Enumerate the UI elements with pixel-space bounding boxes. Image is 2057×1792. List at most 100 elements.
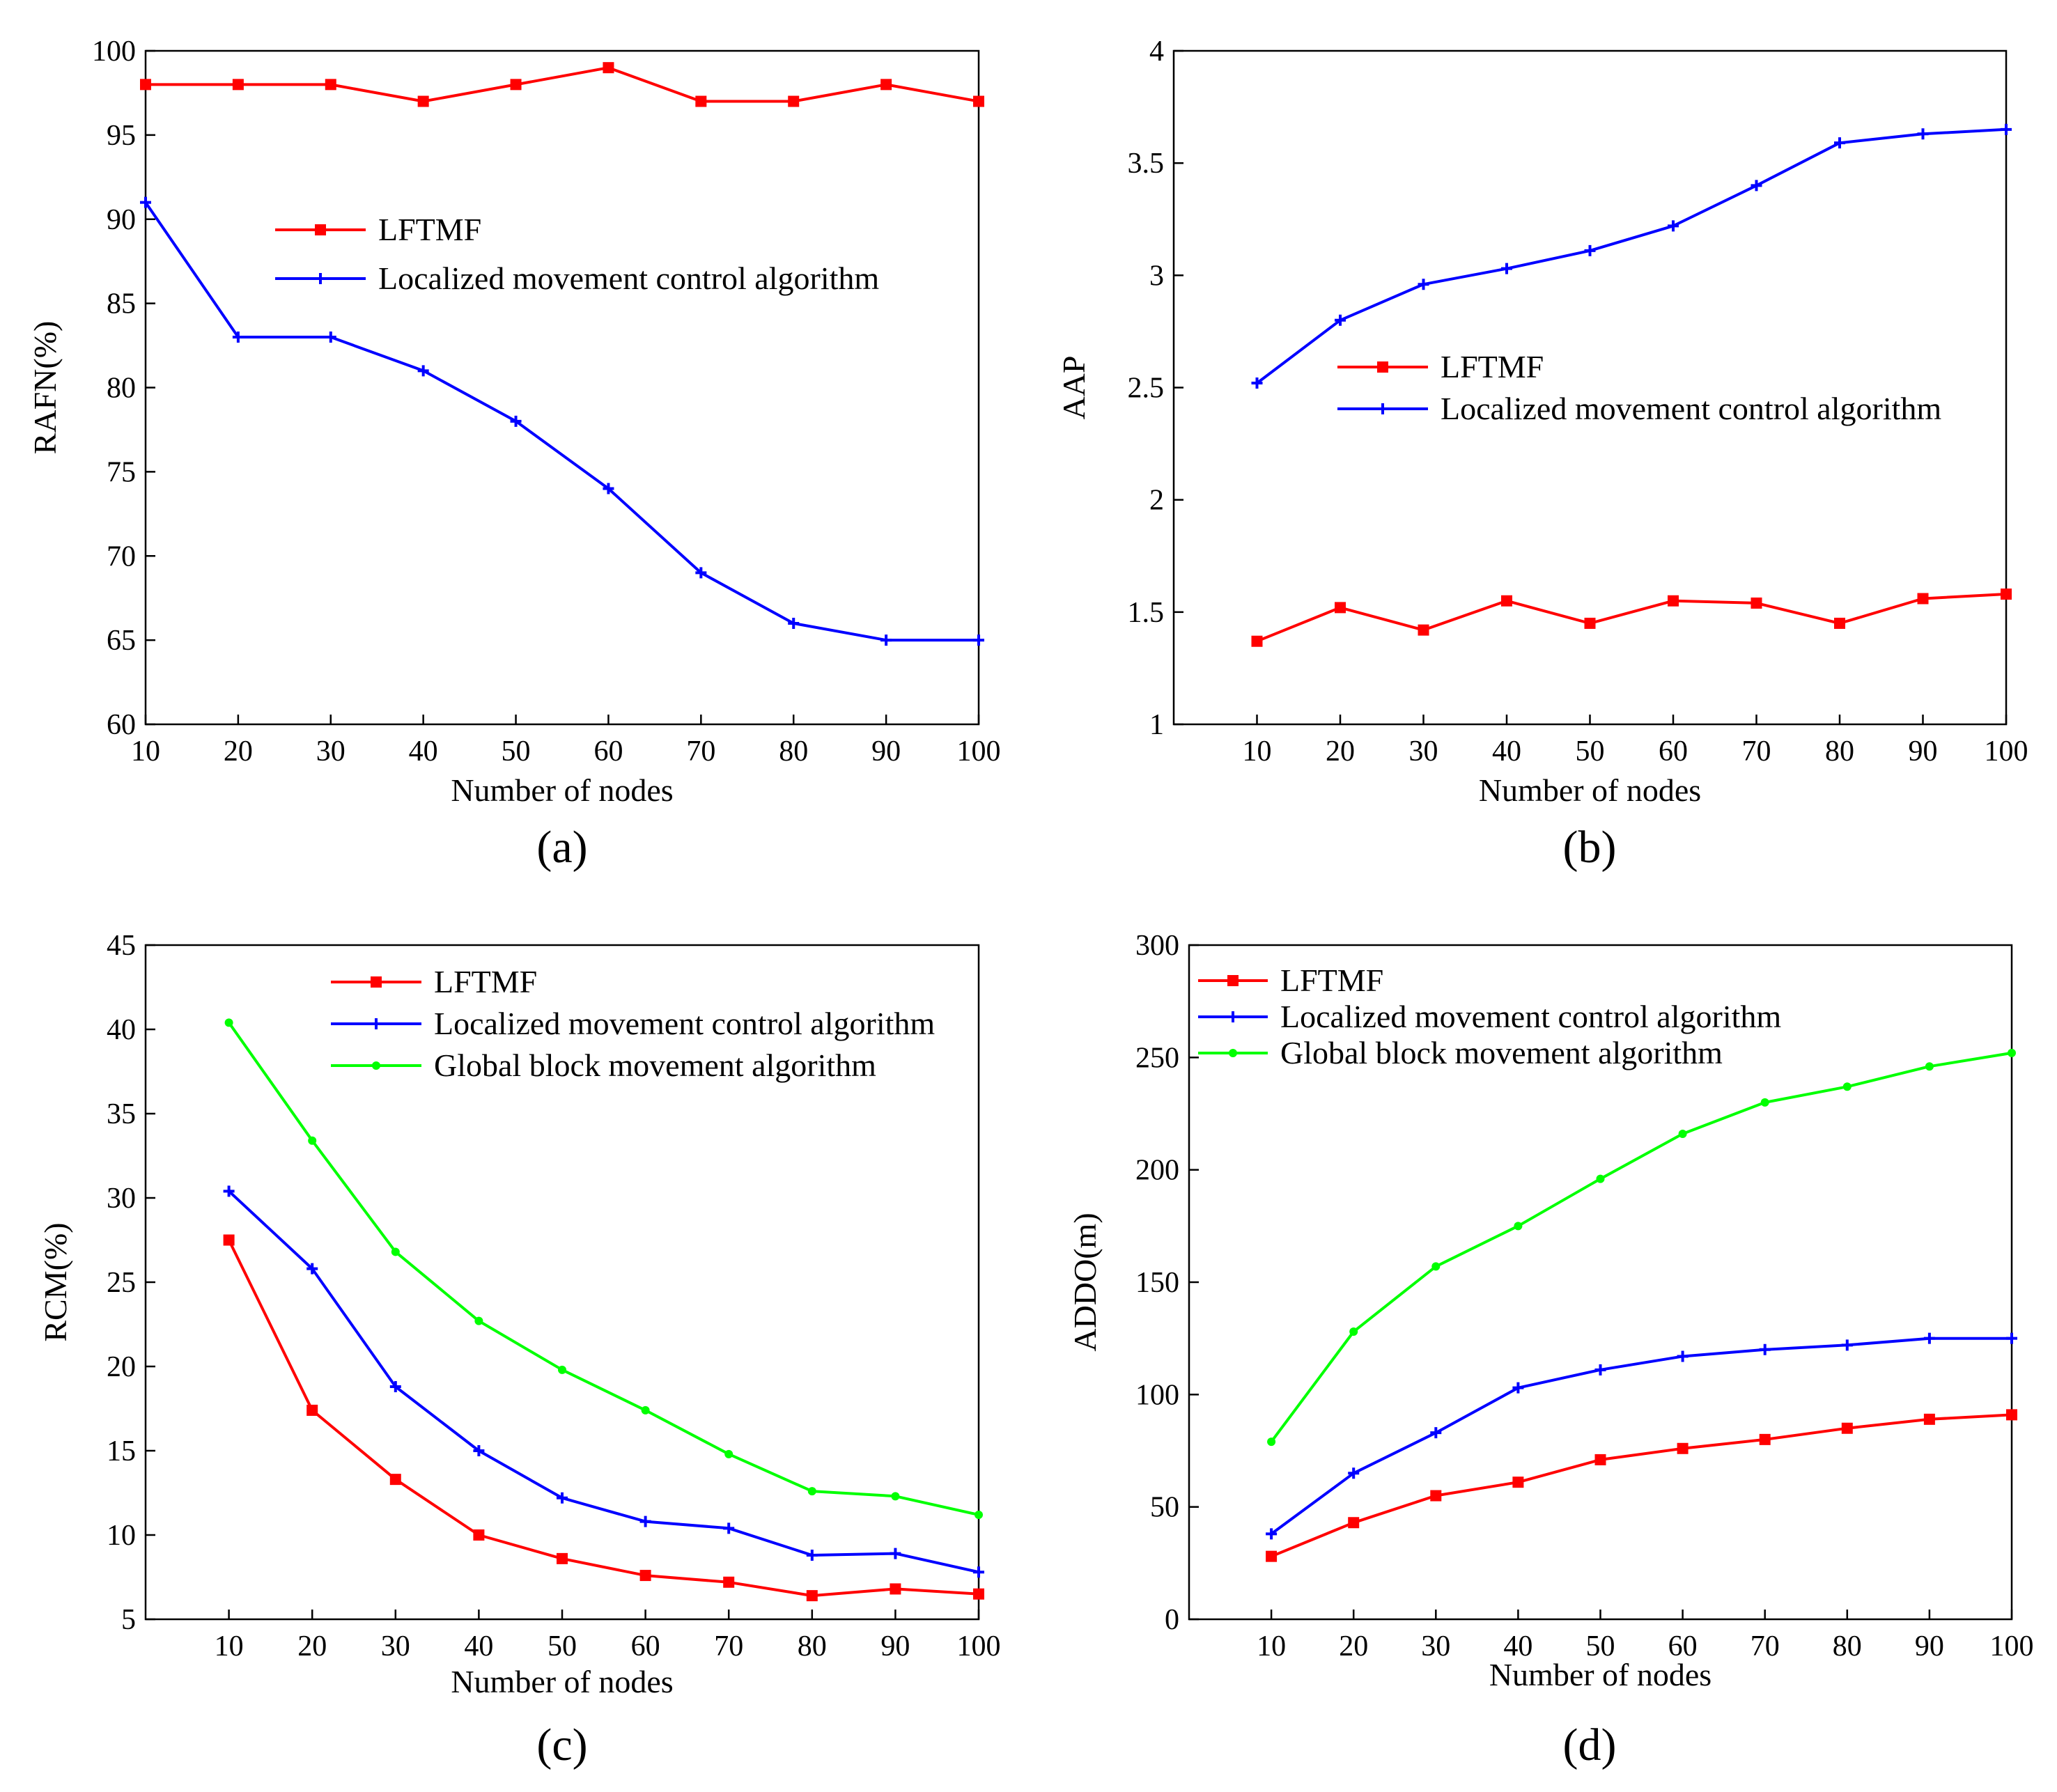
data-point [1925,1062,1934,1071]
data-point [723,1576,735,1588]
data-point [1917,128,1929,140]
x-tick-label: 30 [381,1630,410,1662]
legend-b: LFTMF Localized movement control algorith… [1337,349,1941,426]
data-point [880,634,892,646]
x-axis-title: Number of nodes [451,772,673,808]
series-line [1256,593,2007,643]
data-point [724,1449,733,1458]
x-tick-label: 90 [871,735,901,768]
legend-label: LFTMF [1280,963,1383,998]
data-point [1668,220,1679,232]
data-point [973,1566,984,1578]
x-tick-label: 100 [1990,1630,2034,1662]
chart-panel-b: 10 20 30 40 50 60 70 80 90 100 1 1.5 2 2.5 3 3.5 4 Number… [1056,36,2028,873]
x-tick-label: 70 [1742,735,1771,768]
data-point [806,1550,818,1561]
y-tick-label: 45 [107,930,136,962]
y-tick-label: 200 [1135,1155,1179,1187]
data-point [890,1583,901,1595]
x-tick-label: 30 [1421,1630,1450,1662]
y-tick-label: 60 [107,709,136,741]
x-tick-label: 20 [297,1630,327,1662]
series-d-2 [1267,1048,2016,1447]
data-point [325,331,336,343]
y-tick-label: 70 [107,540,136,572]
data-point [891,1492,900,1501]
x-tick-label: 60 [1659,735,1688,768]
data-point [308,1136,317,1145]
data-point [1677,1350,1689,1362]
series-c-1 [223,1185,984,1578]
data-point [1584,617,1596,629]
legend-marker [372,1061,380,1070]
data-point [2001,123,2012,135]
legend-label: Global block movement algorithm [434,1047,876,1083]
data-point [890,1548,901,1559]
data-point [973,1588,984,1600]
data-point [1841,1339,1853,1351]
data-point [1512,1477,1524,1488]
y-tick-label: 85 [107,288,136,320]
x-tick-label: 70 [1751,1630,1780,1662]
y-axis-title: RCM(%) [38,1222,73,1341]
y-tick-label: 20 [107,1351,136,1383]
data-point [1418,624,1429,636]
legend-label: LFTMF [378,212,481,247]
x-tick-label: 90 [1915,1630,1944,1662]
y-tick-label: 1.5 [1128,597,1165,629]
x-tick-label: 10 [215,1630,244,1662]
data-point [1514,1222,1523,1231]
data-point [1418,279,1429,290]
data-point [306,1263,318,1275]
y-tick-label: 25 [107,1267,136,1299]
series-d-1 [1266,1332,2017,1540]
y-tick-label: 3 [1149,260,1164,292]
data-point [223,1185,235,1197]
x-tick-label: 100 [1985,735,2028,768]
y-tick-label: 10 [107,1520,136,1552]
data-point [695,95,707,107]
series-c-2 [224,1018,983,1519]
y-tick-label: 1 [1149,709,1164,741]
data-point [1348,1467,1360,1479]
series-line [144,201,979,642]
series-a-0 [140,62,984,107]
y-tick-label: 30 [107,1183,136,1215]
y-tick-label: 100 [92,36,136,68]
legend-a: LFTMF Localized movement control algorith… [275,212,879,296]
data-point [1594,1364,1606,1376]
data-point [2008,1048,2016,1057]
legend-label: Localized movement control algorithm [378,260,879,296]
data-point [1267,1438,1276,1447]
legend-marker [371,1018,382,1029]
data-point [1266,1550,1278,1562]
y-tick-label: 5 [121,1604,136,1636]
data-point [806,1590,818,1602]
data-point [557,1492,568,1504]
legend-label: LFTMF [434,964,537,999]
series-line [1271,1413,2012,1558]
legend-label: LFTMF [1441,349,1544,384]
legend-marker [371,976,382,988]
data-point [557,1552,568,1564]
panel-label: (d) [1563,1720,1617,1770]
x-tick-label: 10 [1243,735,1272,768]
x-tick-label: 90 [1909,735,1938,768]
y-tick-label: 50 [1150,1492,1179,1524]
data-point [223,1234,235,1246]
x-tick-label: 80 [1825,735,1854,768]
y-tick-label: 150 [1135,1267,1179,1299]
series-line [146,66,979,103]
x-tick-label: 20 [224,735,253,768]
x-tick-label: 60 [1668,1630,1698,1662]
x-tick-label: 70 [686,735,715,768]
y-tick-label: 300 [1135,930,1179,962]
x-tick-label: 30 [1409,735,1438,768]
data-point [639,1570,651,1582]
data-point [1759,1433,1771,1445]
x-tick-label: 50 [1586,1630,1615,1662]
y-tick-label: 15 [107,1435,136,1467]
data-point [232,79,244,91]
